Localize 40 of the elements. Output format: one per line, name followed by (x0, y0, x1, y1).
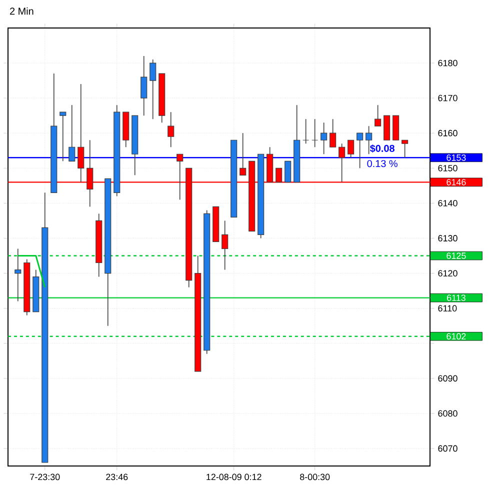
y-tick-label: 6130 (438, 235, 458, 242)
candlestick (302, 118, 310, 144)
ref-line-label: 6113 (447, 294, 466, 301)
candlestick (168, 112, 174, 148)
y-tick-label: 6160 (438, 130, 458, 136)
candlestick (240, 132, 246, 176)
candlestick (374, 104, 382, 126)
chart-title: 2 Min (10, 7, 34, 15)
candlestick (60, 112, 66, 162)
ref-line-label: 6153 (446, 154, 466, 161)
candlestick (320, 122, 328, 155)
candlestick (150, 59, 156, 120)
y-tick-label: 6180 (438, 60, 458, 66)
y-tick-label: 6170 (438, 94, 458, 102)
candlestick (356, 132, 364, 169)
y-tick-label: 6090 (438, 375, 458, 382)
candlestick (222, 220, 228, 270)
candlestick (14, 248, 22, 302)
candlestick (330, 118, 336, 148)
ref-line-label: 6125 (446, 252, 466, 259)
candlestick (68, 104, 76, 162)
y-tick-label: 6110 (438, 305, 457, 312)
x-tick-label: 7-23:30 (30, 474, 60, 480)
ref-line-label: 6102 (446, 333, 466, 340)
y-tick-label: 6120 (438, 270, 458, 276)
y-tick-label: 6150 (438, 164, 458, 172)
candlestick (140, 56, 148, 116)
ref-line-label: 6146 (446, 178, 466, 186)
y-tick-label: 6080 (438, 410, 458, 417)
candlestick (402, 140, 408, 158)
x-tick-label: 23:46 (106, 474, 128, 480)
annotation: 0.13 % (367, 160, 398, 168)
candlestick (348, 140, 354, 158)
candlestick (284, 160, 292, 182)
x-tick-label: 8-00:30 (300, 474, 330, 480)
y-tick-label: 6070 (438, 445, 458, 452)
candlestick (312, 118, 318, 148)
y-tick-label: 6140 (438, 200, 458, 206)
annotation: $0.08 (370, 144, 394, 153)
x-tick-label: 12-08-09 0:12 (206, 474, 262, 480)
